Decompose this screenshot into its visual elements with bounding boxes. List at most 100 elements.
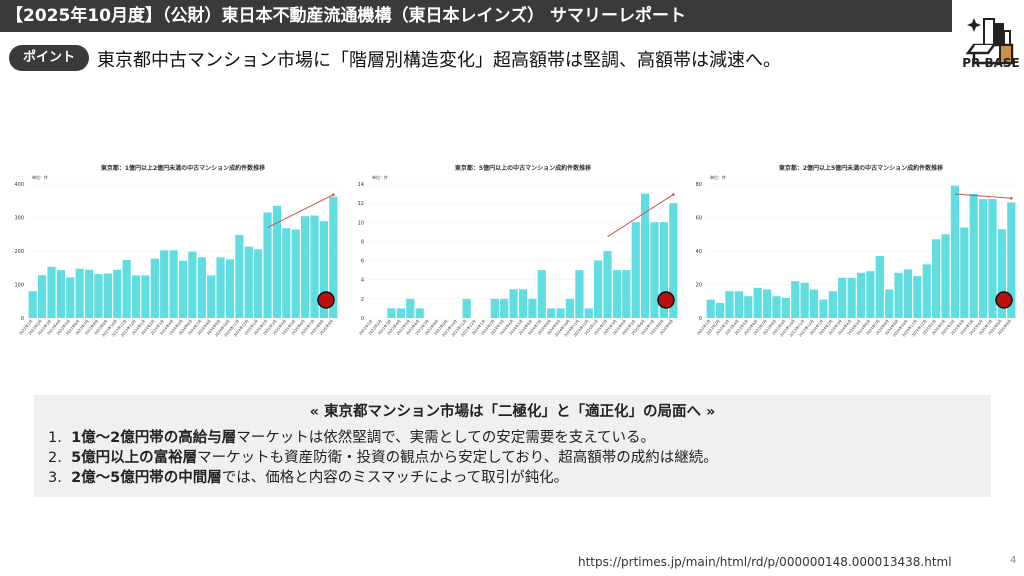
bar xyxy=(537,270,546,318)
bar xyxy=(387,308,396,318)
bar xyxy=(263,212,272,318)
bar xyxy=(188,251,197,318)
unit-label: 単位：件 xyxy=(372,174,388,180)
bar xyxy=(490,298,499,318)
y-tick-label: 100 xyxy=(14,283,24,289)
logo-text: PR BASE xyxy=(962,56,1020,70)
bar xyxy=(518,289,528,318)
trend-arrowhead xyxy=(672,193,675,196)
y-tick-label: 60 xyxy=(696,216,702,222)
summary-item: 2. 5億円以上の富裕層マーケットも資産防衛・投資の観点から安定しており、超高額… xyxy=(48,448,991,468)
bar xyxy=(725,291,734,318)
bar xyxy=(84,269,94,318)
bar xyxy=(415,308,424,318)
item-bold: 5億円以上の富裕層 xyxy=(71,450,198,466)
bar xyxy=(207,275,216,318)
bar xyxy=(301,216,310,318)
bar xyxy=(160,250,169,318)
bar xyxy=(319,221,329,318)
bar xyxy=(659,222,669,318)
bar xyxy=(744,296,753,318)
y-tick-label: 0 xyxy=(699,316,702,322)
summary-box: « 東京都マンション市場は「二極化」と「適正化」の局面へ » 1. 1億～2億円… xyxy=(34,395,991,497)
bar xyxy=(235,234,244,318)
report-title: 【2025年10月度】（公財）東日本不動産流通機構（東日本レインズ） サマリーレ… xyxy=(0,0,952,32)
y-tick-label: 12 xyxy=(358,201,364,207)
bar xyxy=(75,268,84,318)
bar xyxy=(979,199,988,318)
bar xyxy=(650,222,659,318)
bar xyxy=(1007,202,1016,318)
page-number: 4 xyxy=(1010,555,1017,566)
y-tick-label: 80 xyxy=(696,182,702,188)
watermark-logo-icon xyxy=(995,291,1013,309)
bar xyxy=(875,256,884,318)
y-tick-label: 0 xyxy=(21,316,24,322)
bar xyxy=(866,271,875,318)
bar xyxy=(838,277,847,318)
bar xyxy=(772,296,781,318)
bar xyxy=(272,205,282,318)
y-tick-label: 14 xyxy=(358,182,364,188)
summary-item: 3. 2億～5億円帯の中間層では、価格と内容のミスマッチによって取引が鈍化。 xyxy=(48,468,991,488)
bar xyxy=(903,269,913,318)
bar xyxy=(612,270,622,318)
bar xyxy=(922,264,931,318)
source-url[interactable]: https://prtimes.jp/main/html/rd/p/000000… xyxy=(578,555,952,569)
bar xyxy=(28,291,37,318)
bar xyxy=(565,298,575,318)
bar xyxy=(706,299,715,318)
bar xyxy=(47,266,56,318)
item-number: 3. xyxy=(48,470,62,486)
bar xyxy=(556,308,565,318)
bar xyxy=(622,270,631,318)
bar xyxy=(847,277,856,318)
bar xyxy=(500,298,509,318)
item-number: 1. xyxy=(48,430,62,446)
bar xyxy=(594,260,603,318)
bar xyxy=(329,196,338,318)
bar xyxy=(762,289,772,318)
chart-title: 東京都：5億円以上の中古マンション成約件数推移 xyxy=(455,164,591,172)
summary-title: « 東京都マンション市場は「二極化」と「適正化」の局面へ » xyxy=(309,404,716,420)
bar xyxy=(913,276,922,318)
y-tick-label: 20 xyxy=(696,283,702,289)
bar-chart: 東京都：5億円以上の中古マンション成約件数推移単位：件0246810121420… xyxy=(358,164,678,338)
bar xyxy=(169,250,178,318)
point-badge: ポイント xyxy=(9,45,89,71)
bar xyxy=(753,287,762,318)
bar xyxy=(131,275,141,318)
trend-line xyxy=(954,193,1012,199)
bar xyxy=(66,277,75,318)
bar xyxy=(988,199,997,318)
bar xyxy=(141,275,150,318)
bar xyxy=(603,251,612,318)
item-bold: 2億～5億円帯の中間層 xyxy=(71,470,222,486)
bar xyxy=(969,194,978,318)
y-tick-label: 2 xyxy=(361,297,364,303)
chart-2oku-5oku: 東京都：2億円以上5億円未満の中古マンション成約件数推移 単位：件 0 20 40 60 8… xyxy=(686,158,1021,348)
bar xyxy=(932,239,941,318)
bar xyxy=(406,298,415,318)
bar xyxy=(715,302,725,318)
watermark-logo-icon xyxy=(657,291,675,309)
trend-line xyxy=(267,194,334,228)
item-text: では、価格と内容のミスマッチによって取引が鈍化。 xyxy=(221,470,569,486)
bar xyxy=(575,270,584,318)
item-text: マーケットは依然堅調で、実需としての安定需要を支えている。 xyxy=(236,430,656,446)
watermark-logo-icon xyxy=(317,291,335,309)
bar xyxy=(310,215,319,318)
bar xyxy=(734,291,743,318)
y-tick-label: 400 xyxy=(14,182,24,188)
chart-1oku-2oku: 東京都：1億円以上2億円未満の中古マンション成約件数推移 単位：件 0 100 200 3… xyxy=(8,158,343,348)
bar xyxy=(641,193,650,318)
bar xyxy=(197,257,206,318)
bar xyxy=(56,270,65,318)
y-tick-label: 0 xyxy=(361,316,364,322)
trend-line xyxy=(607,194,674,238)
bar xyxy=(631,222,640,318)
pr-base-logo-icon xyxy=(965,18,1014,65)
bar xyxy=(791,281,800,318)
chart-title: 東京都：2億円以上5億円未満の中古マンション成約件数推移 xyxy=(779,164,943,172)
bar xyxy=(960,227,969,318)
